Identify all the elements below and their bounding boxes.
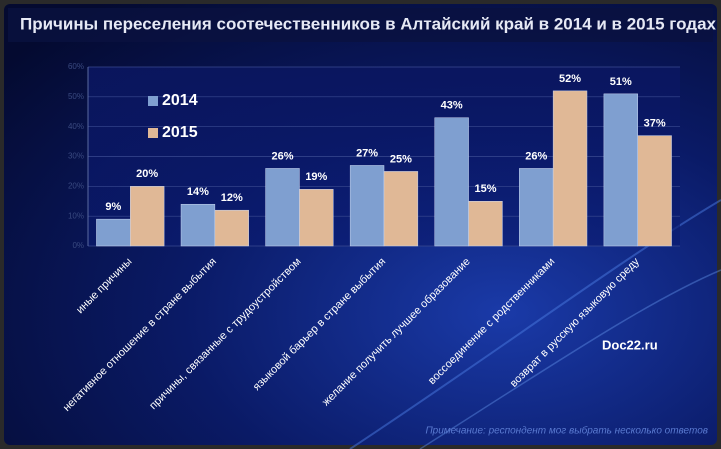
legend-label: 2015 xyxy=(162,124,198,141)
y-tick-label: 0% xyxy=(72,241,84,250)
value-label: 26% xyxy=(525,150,547,162)
bar xyxy=(637,135,672,247)
bar xyxy=(130,186,165,247)
y-tick-label: 20% xyxy=(68,181,84,190)
bar xyxy=(434,117,469,247)
value-label: 26% xyxy=(271,150,293,162)
value-label: 20% xyxy=(136,168,158,180)
bar xyxy=(519,168,554,247)
bar xyxy=(383,171,419,247)
bar xyxy=(552,90,588,247)
bar xyxy=(349,165,385,247)
value-label: 14% xyxy=(187,186,209,198)
y-tick-label: 10% xyxy=(68,211,84,220)
y-tick-label: 50% xyxy=(68,92,84,101)
bar xyxy=(214,209,249,247)
note: Примечание: респондент мог выбрать неско… xyxy=(425,425,708,437)
value-label: 51% xyxy=(610,76,632,88)
y-tick-label: 30% xyxy=(68,152,84,161)
y-tick-label: 60% xyxy=(68,62,84,71)
value-label: 19% xyxy=(305,171,327,183)
bar xyxy=(180,203,216,247)
bar xyxy=(265,168,300,247)
legend-label: 2014 xyxy=(162,92,198,109)
y-tick-label: 40% xyxy=(68,122,84,131)
chart-title: Причины переселения соотечественников в … xyxy=(20,14,717,33)
bar xyxy=(603,93,638,247)
bar xyxy=(468,201,503,247)
legend-swatch xyxy=(148,96,158,106)
bar xyxy=(96,218,131,247)
title-bar xyxy=(8,8,713,42)
value-label: 25% xyxy=(390,153,412,165)
bar xyxy=(299,189,334,247)
value-label: 27% xyxy=(356,147,378,159)
value-label: 37% xyxy=(644,118,666,130)
value-label: 12% xyxy=(221,192,243,204)
value-label: 43% xyxy=(441,100,463,112)
value-label: 15% xyxy=(474,183,496,195)
decor xyxy=(419,269,721,449)
value-label: 9% xyxy=(105,201,121,213)
value-label: 52% xyxy=(559,73,581,85)
watermark: Doc22.ru xyxy=(602,337,658,352)
legend-swatch xyxy=(148,128,158,138)
